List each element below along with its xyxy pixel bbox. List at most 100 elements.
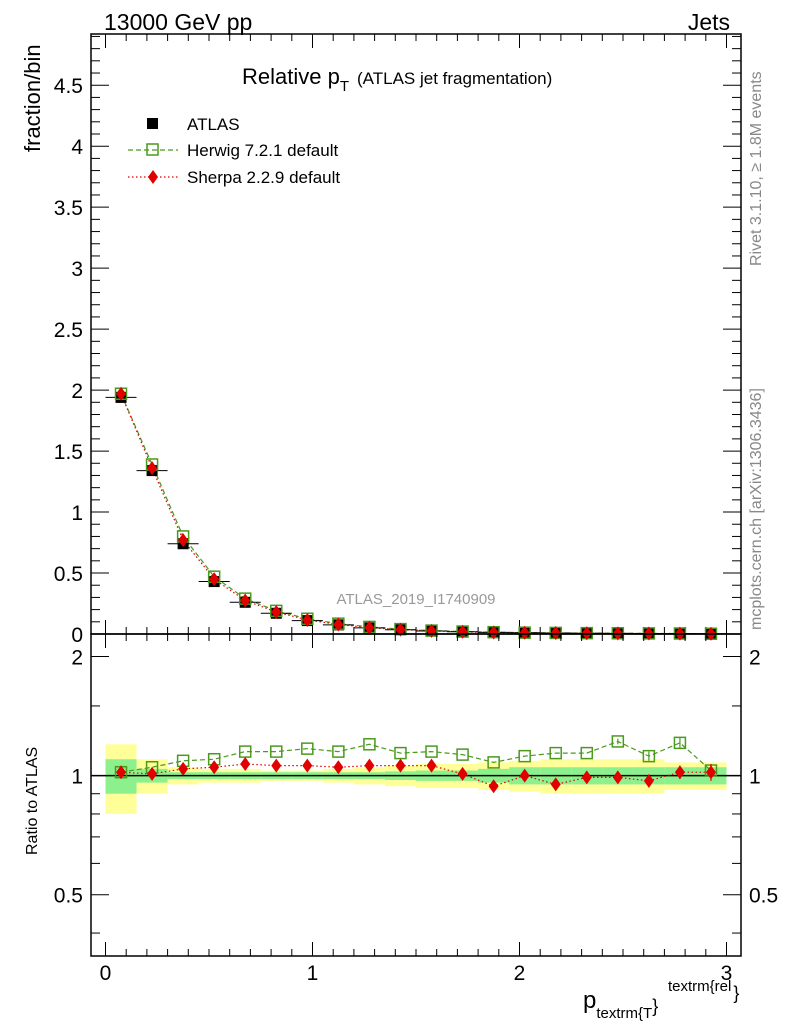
x-tick-label: 3	[721, 962, 733, 985]
sherpa-ratio-point	[178, 761, 189, 776]
sherpa-ratio-point	[271, 758, 282, 773]
sherpa-point	[457, 624, 468, 639]
herwig-ratio-point	[673, 736, 687, 750]
main-ytick-label: 3.5	[54, 197, 83, 220]
sherpa-ratio-point	[643, 773, 654, 788]
sherpa-point	[147, 461, 158, 476]
ratio-ytick-label-right: 1	[749, 766, 761, 789]
main-axis-ticks	[91, 34, 741, 635]
x-label-base: p	[583, 987, 596, 1014]
sherpa-ratio-point	[395, 758, 406, 773]
herwig-ratio-point	[425, 745, 438, 758]
herwig-ratio-point	[270, 745, 283, 758]
title-main-sub: T	[340, 78, 349, 95]
sherpa-point	[240, 593, 251, 608]
main-ytick-label: 4.5	[54, 75, 83, 98]
ratio-ytick-label: 2	[71, 647, 83, 670]
ratio-panel: 0.5 1 2 0.5 1 2 0 1 2 3	[54, 633, 778, 985]
main-ytick-label: 0.5	[54, 563, 83, 586]
ratio-series	[114, 735, 718, 794]
legend: ATLAS Herwig 7.2.1 default Sherpa 2.2.9 …	[128, 115, 340, 187]
ratio-ytick-label: 0.5	[54, 885, 83, 908]
main-ytick-label: 3	[71, 258, 83, 281]
sherpa-ratio-point	[147, 766, 158, 781]
title-suffix: (ATLAS jet fragmentation)	[357, 69, 552, 88]
header-process: Jets	[688, 9, 730, 35]
legend-item-atlas: ATLAS	[147, 115, 240, 134]
sherpa-ratio-point	[209, 760, 220, 775]
herwig-ratio-point	[518, 749, 531, 763]
analysis-watermark: ATLAS_2019_I1740909	[336, 591, 495, 608]
ratio-frame	[90, 633, 742, 957]
herwig-ratio-point	[456, 748, 469, 761]
sherpa-ratio-point	[581, 770, 592, 785]
ratio-ytick-label: 1	[71, 766, 83, 789]
sherpa-point	[116, 386, 127, 401]
herwig-ratio-point	[487, 756, 500, 769]
sherpa-point	[364, 620, 375, 635]
legend-marker-sherpa	[148, 170, 158, 184]
x-tick-labels: 0 1 2 3	[100, 962, 733, 985]
sherpa-ratio-point	[488, 779, 499, 794]
x-axis-label-sup: textrm{rel}	[668, 978, 739, 1003]
y-axis-label-main: fraction/bin	[20, 44, 45, 152]
mcplots-label: mcplots.cern.ch [arXiv:1306.3436]	[748, 388, 765, 630]
sherpa-point	[519, 625, 530, 640]
sherpa-ratio-point	[674, 765, 685, 780]
x-label-close: }	[652, 996, 658, 1016]
x-axis-label: ptextrm{T}	[583, 987, 658, 1022]
main-ytick-label: 0	[71, 624, 83, 647]
herwig-ratio-point	[301, 742, 314, 755]
sherpa-ratio-point	[364, 758, 375, 773]
title-main: Relative p	[242, 64, 340, 89]
y-axis-label-ratio: Ratio to ATLAS	[24, 747, 41, 855]
legend-label-herwig: Herwig 7.2.1 default	[187, 141, 338, 160]
x-tick-label: 2	[514, 962, 526, 985]
sherpa-ratio-point	[550, 777, 561, 792]
sherpa-ratio-point	[302, 758, 313, 773]
legend-marker-atlas	[147, 118, 158, 129]
herwig-ratio-point	[363, 738, 376, 751]
main-ytick-label: 1.5	[54, 441, 83, 464]
chart-title: Relative pT (ATLAS jet fragmentation)	[242, 64, 552, 95]
herwig-ratio-point	[611, 735, 625, 748]
x-tick-label: 0	[100, 962, 112, 985]
herwig-ratio-point	[394, 746, 407, 760]
legend-label-sherpa: Sherpa 2.2.9 default	[187, 168, 340, 187]
sherpa-ratio-point	[705, 765, 716, 780]
herwig-ratio-point	[580, 746, 594, 760]
ratio-ytick-label-right: 0.5	[749, 885, 778, 908]
x-label-sub: textrm{T	[596, 1005, 652, 1022]
header-energy: 13000 GeV pp	[104, 9, 252, 35]
sherpa-ratio-point	[426, 758, 437, 773]
x-tick-label: 1	[307, 962, 319, 985]
sherpa-point	[333, 617, 344, 632]
main-ytick-label: 2.5	[54, 319, 83, 342]
herwig-ratio-point	[642, 749, 656, 763]
sherpa-ratio-point	[333, 760, 344, 775]
sherpa-point	[302, 612, 313, 627]
sherpa-point	[488, 625, 499, 640]
sherpa-ratio-point	[519, 768, 530, 783]
main-ytick-label: 1	[71, 502, 83, 525]
sherpa-point	[271, 605, 282, 620]
legend-label-atlas: ATLAS	[187, 115, 240, 134]
legend-item-herwig: Herwig 7.2.1 default	[128, 141, 338, 160]
sherpa-ratio-point	[240, 756, 251, 771]
sherpa-ratio-point	[457, 766, 468, 781]
herwig-ratio-point	[549, 746, 562, 760]
sherpa-point	[550, 626, 561, 641]
main-ytick-label: 2	[71, 380, 83, 403]
x-label-sup: textrm{rel	[668, 978, 731, 995]
rivet-label: Rivet 3.1.10, ≥ 1.8M events	[748, 71, 765, 266]
herwig-ratio-point	[332, 745, 345, 758]
sherpa-ratio-point	[116, 765, 127, 780]
legend-item-sherpa: Sherpa 2.2.9 default	[128, 168, 340, 187]
legend-marker-herwig	[146, 143, 159, 156]
ratio-ytick-labels-right: 0.5 1 2	[749, 647, 778, 908]
sherpa-point	[209, 572, 220, 587]
main-ytick-label: 4	[71, 136, 83, 159]
x-label-sup-close: }	[733, 983, 739, 1003]
ratio-axis-ticks	[91, 634, 741, 956]
